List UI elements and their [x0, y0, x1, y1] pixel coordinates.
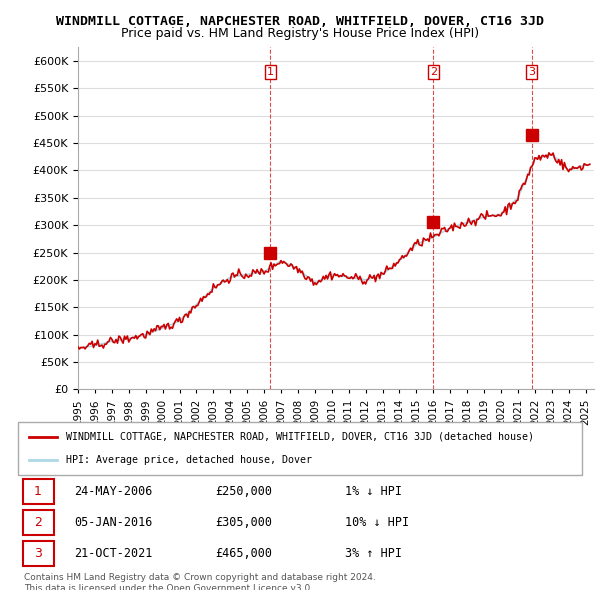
Text: HPI: Average price, detached house, Dover: HPI: Average price, detached house, Dove…	[66, 455, 312, 465]
Text: 3: 3	[34, 547, 41, 560]
Text: 1: 1	[267, 67, 274, 77]
Text: Price paid vs. HM Land Registry's House Price Index (HPI): Price paid vs. HM Land Registry's House …	[121, 27, 479, 40]
Text: WINDMILL COTTAGE, NAPCHESTER ROAD, WHITFIELD, DOVER, CT16 3JD: WINDMILL COTTAGE, NAPCHESTER ROAD, WHITF…	[56, 15, 544, 28]
Text: £465,000: £465,000	[215, 547, 272, 560]
FancyBboxPatch shape	[18, 422, 582, 475]
Text: 24-MAY-2006: 24-MAY-2006	[74, 485, 153, 498]
Text: WINDMILL COTTAGE, NAPCHESTER ROAD, WHITFIELD, DOVER, CT16 3JD (detached house): WINDMILL COTTAGE, NAPCHESTER ROAD, WHITF…	[66, 432, 534, 442]
Text: 3: 3	[528, 67, 535, 77]
FancyBboxPatch shape	[23, 510, 53, 535]
Text: 21-OCT-2021: 21-OCT-2021	[74, 547, 153, 560]
Text: 1: 1	[34, 485, 41, 498]
Text: 2: 2	[430, 67, 437, 77]
Text: £250,000: £250,000	[215, 485, 272, 498]
Text: 2: 2	[34, 516, 41, 529]
Text: 05-JAN-2016: 05-JAN-2016	[74, 516, 153, 529]
Text: Contains HM Land Registry data © Crown copyright and database right 2024.
This d: Contains HM Land Registry data © Crown c…	[24, 573, 376, 590]
Text: 3% ↑ HPI: 3% ↑ HPI	[345, 547, 402, 560]
Text: £305,000: £305,000	[215, 516, 272, 529]
FancyBboxPatch shape	[23, 541, 53, 566]
Text: 10% ↓ HPI: 10% ↓ HPI	[345, 516, 409, 529]
Text: 1% ↓ HPI: 1% ↓ HPI	[345, 485, 402, 498]
FancyBboxPatch shape	[23, 478, 53, 504]
